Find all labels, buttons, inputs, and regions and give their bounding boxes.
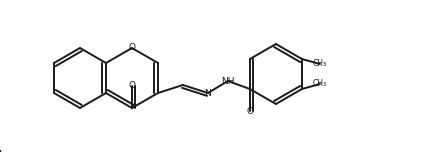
Text: O: O [128, 43, 135, 52]
Text: N: N [204, 88, 211, 97]
Text: O: O [246, 107, 254, 116]
Text: NH: NH [221, 76, 235, 85]
Text: CH₃: CH₃ [313, 79, 327, 88]
Text: CH₃: CH₃ [313, 59, 327, 69]
Text: O: O [128, 81, 135, 90]
